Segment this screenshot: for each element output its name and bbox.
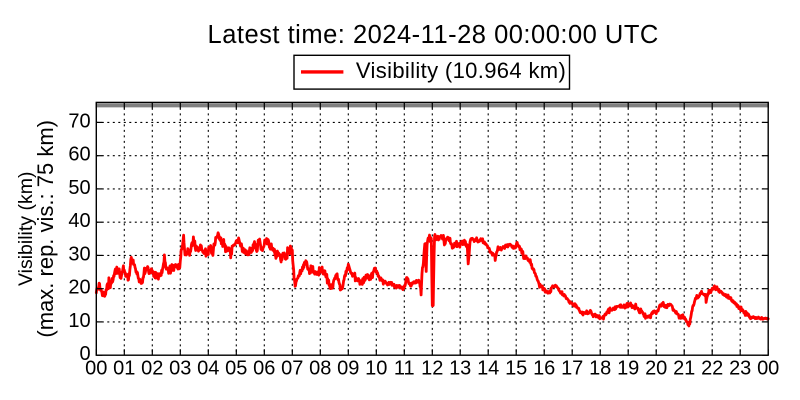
svg-text:00: 00: [85, 357, 107, 379]
svg-text:Visibility (10.964 km): Visibility (10.964 km): [356, 58, 566, 83]
svg-text:23: 23: [729, 357, 751, 379]
svg-text:18: 18: [589, 357, 611, 379]
svg-text:16: 16: [533, 357, 555, 379]
svg-text:20: 20: [645, 357, 667, 379]
svg-text:14: 14: [477, 357, 499, 379]
svg-text:30: 30: [68, 243, 90, 265]
svg-text:04: 04: [197, 357, 219, 379]
svg-text:03: 03: [169, 357, 191, 379]
svg-text:50: 50: [68, 177, 90, 199]
svg-text:05: 05: [225, 357, 247, 379]
svg-text:22: 22: [701, 357, 723, 379]
svg-text:15: 15: [505, 357, 527, 379]
svg-text:10: 10: [365, 357, 387, 379]
svg-text:Latest time: 2024-11-28 00:00:: Latest time: 2024-11-28 00:00:00 UTC: [208, 21, 659, 49]
svg-text:0: 0: [79, 343, 90, 365]
svg-text:00: 00: [757, 357, 779, 379]
svg-text:09: 09: [337, 357, 359, 379]
svg-text:01: 01: [113, 357, 135, 379]
svg-text:70: 70: [68, 110, 90, 132]
svg-text:02: 02: [141, 357, 163, 379]
svg-text:08: 08: [309, 357, 331, 379]
svg-text:60: 60: [68, 144, 90, 166]
svg-text:07: 07: [281, 357, 303, 379]
svg-text:10: 10: [68, 310, 90, 332]
svg-text:Visibility (km): Visibility (km): [15, 172, 37, 286]
svg-text:21: 21: [673, 357, 695, 379]
svg-text:19: 19: [617, 357, 639, 379]
svg-text:17: 17: [561, 357, 583, 379]
svg-text:12: 12: [421, 357, 443, 379]
svg-text:11: 11: [394, 357, 415, 379]
svg-text:20: 20: [68, 277, 90, 299]
svg-text:(max. rep. vis.: 75 km): (max. rep. vis.: 75 km): [33, 120, 58, 338]
svg-text:06: 06: [253, 357, 275, 379]
svg-text:13: 13: [449, 357, 471, 379]
svg-text:40: 40: [68, 210, 90, 232]
